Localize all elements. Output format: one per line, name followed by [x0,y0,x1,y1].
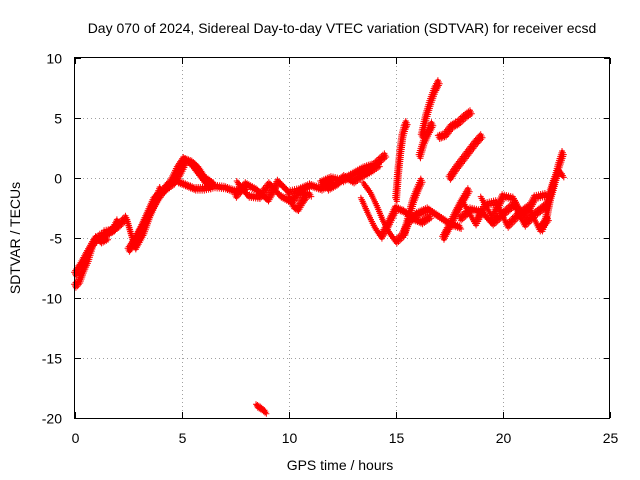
data-point [479,134,486,141]
x-tick-label: 25 [603,430,619,446]
data-point [466,188,473,195]
data-point [376,163,383,170]
tick-labels: 0 5 10 15 20 25 -20 -15 -10 -5 0 5 10 [42,51,619,447]
y-tick-label: 0 [54,171,62,187]
y-tick-label: 10 [46,51,62,67]
data-point [304,194,311,201]
y-tick-label: -15 [42,351,62,367]
y-tick-label: 5 [54,111,62,127]
series-track-j [417,77,443,141]
data-point [404,121,411,128]
data-point [560,151,567,158]
data-point [428,215,435,222]
y-tick-label: -5 [50,231,63,247]
x-tick-label: 5 [179,430,187,446]
axis-ticks [75,58,611,419]
series-track-i2 [400,175,426,238]
series-track-k [434,107,475,142]
x-axis-label: GPS time / hours [287,457,394,473]
plot-frame [74,57,610,419]
data-point [430,122,437,129]
y-tick-label: -20 [42,411,62,427]
data-point [105,236,111,243]
y-tick-label: -10 [42,291,62,307]
y-axis-label: SDTVAR / TECUs [7,182,23,294]
data-points [71,77,567,417]
series-track-p [253,401,270,417]
chart-title: Day 070 of 2024, Sidereal Day-to-day VTE… [88,20,597,36]
series-track-l [439,185,473,243]
data-point [436,80,443,87]
data-point [383,154,390,160]
series-track-o2 [541,166,567,213]
data-point [308,193,315,200]
data-point [560,174,567,181]
data-point [468,110,475,117]
series-track-k2 [445,131,486,183]
series-track-n [477,190,550,223]
x-tick-label: 10 [282,430,298,446]
x-tick-label: 0 [72,430,80,446]
data-point [458,226,465,232]
data-point [263,410,270,417]
series-track-j2 [415,119,437,162]
data-point [419,179,426,186]
series-track-g2 [323,160,383,194]
series-track-a2 [71,233,111,291]
series-track-c2 [128,154,214,249]
series-track-i [392,118,411,205]
x-tick-label: 15 [389,430,405,446]
series-track-f [285,191,311,214]
x-tick-label: 20 [496,430,512,446]
